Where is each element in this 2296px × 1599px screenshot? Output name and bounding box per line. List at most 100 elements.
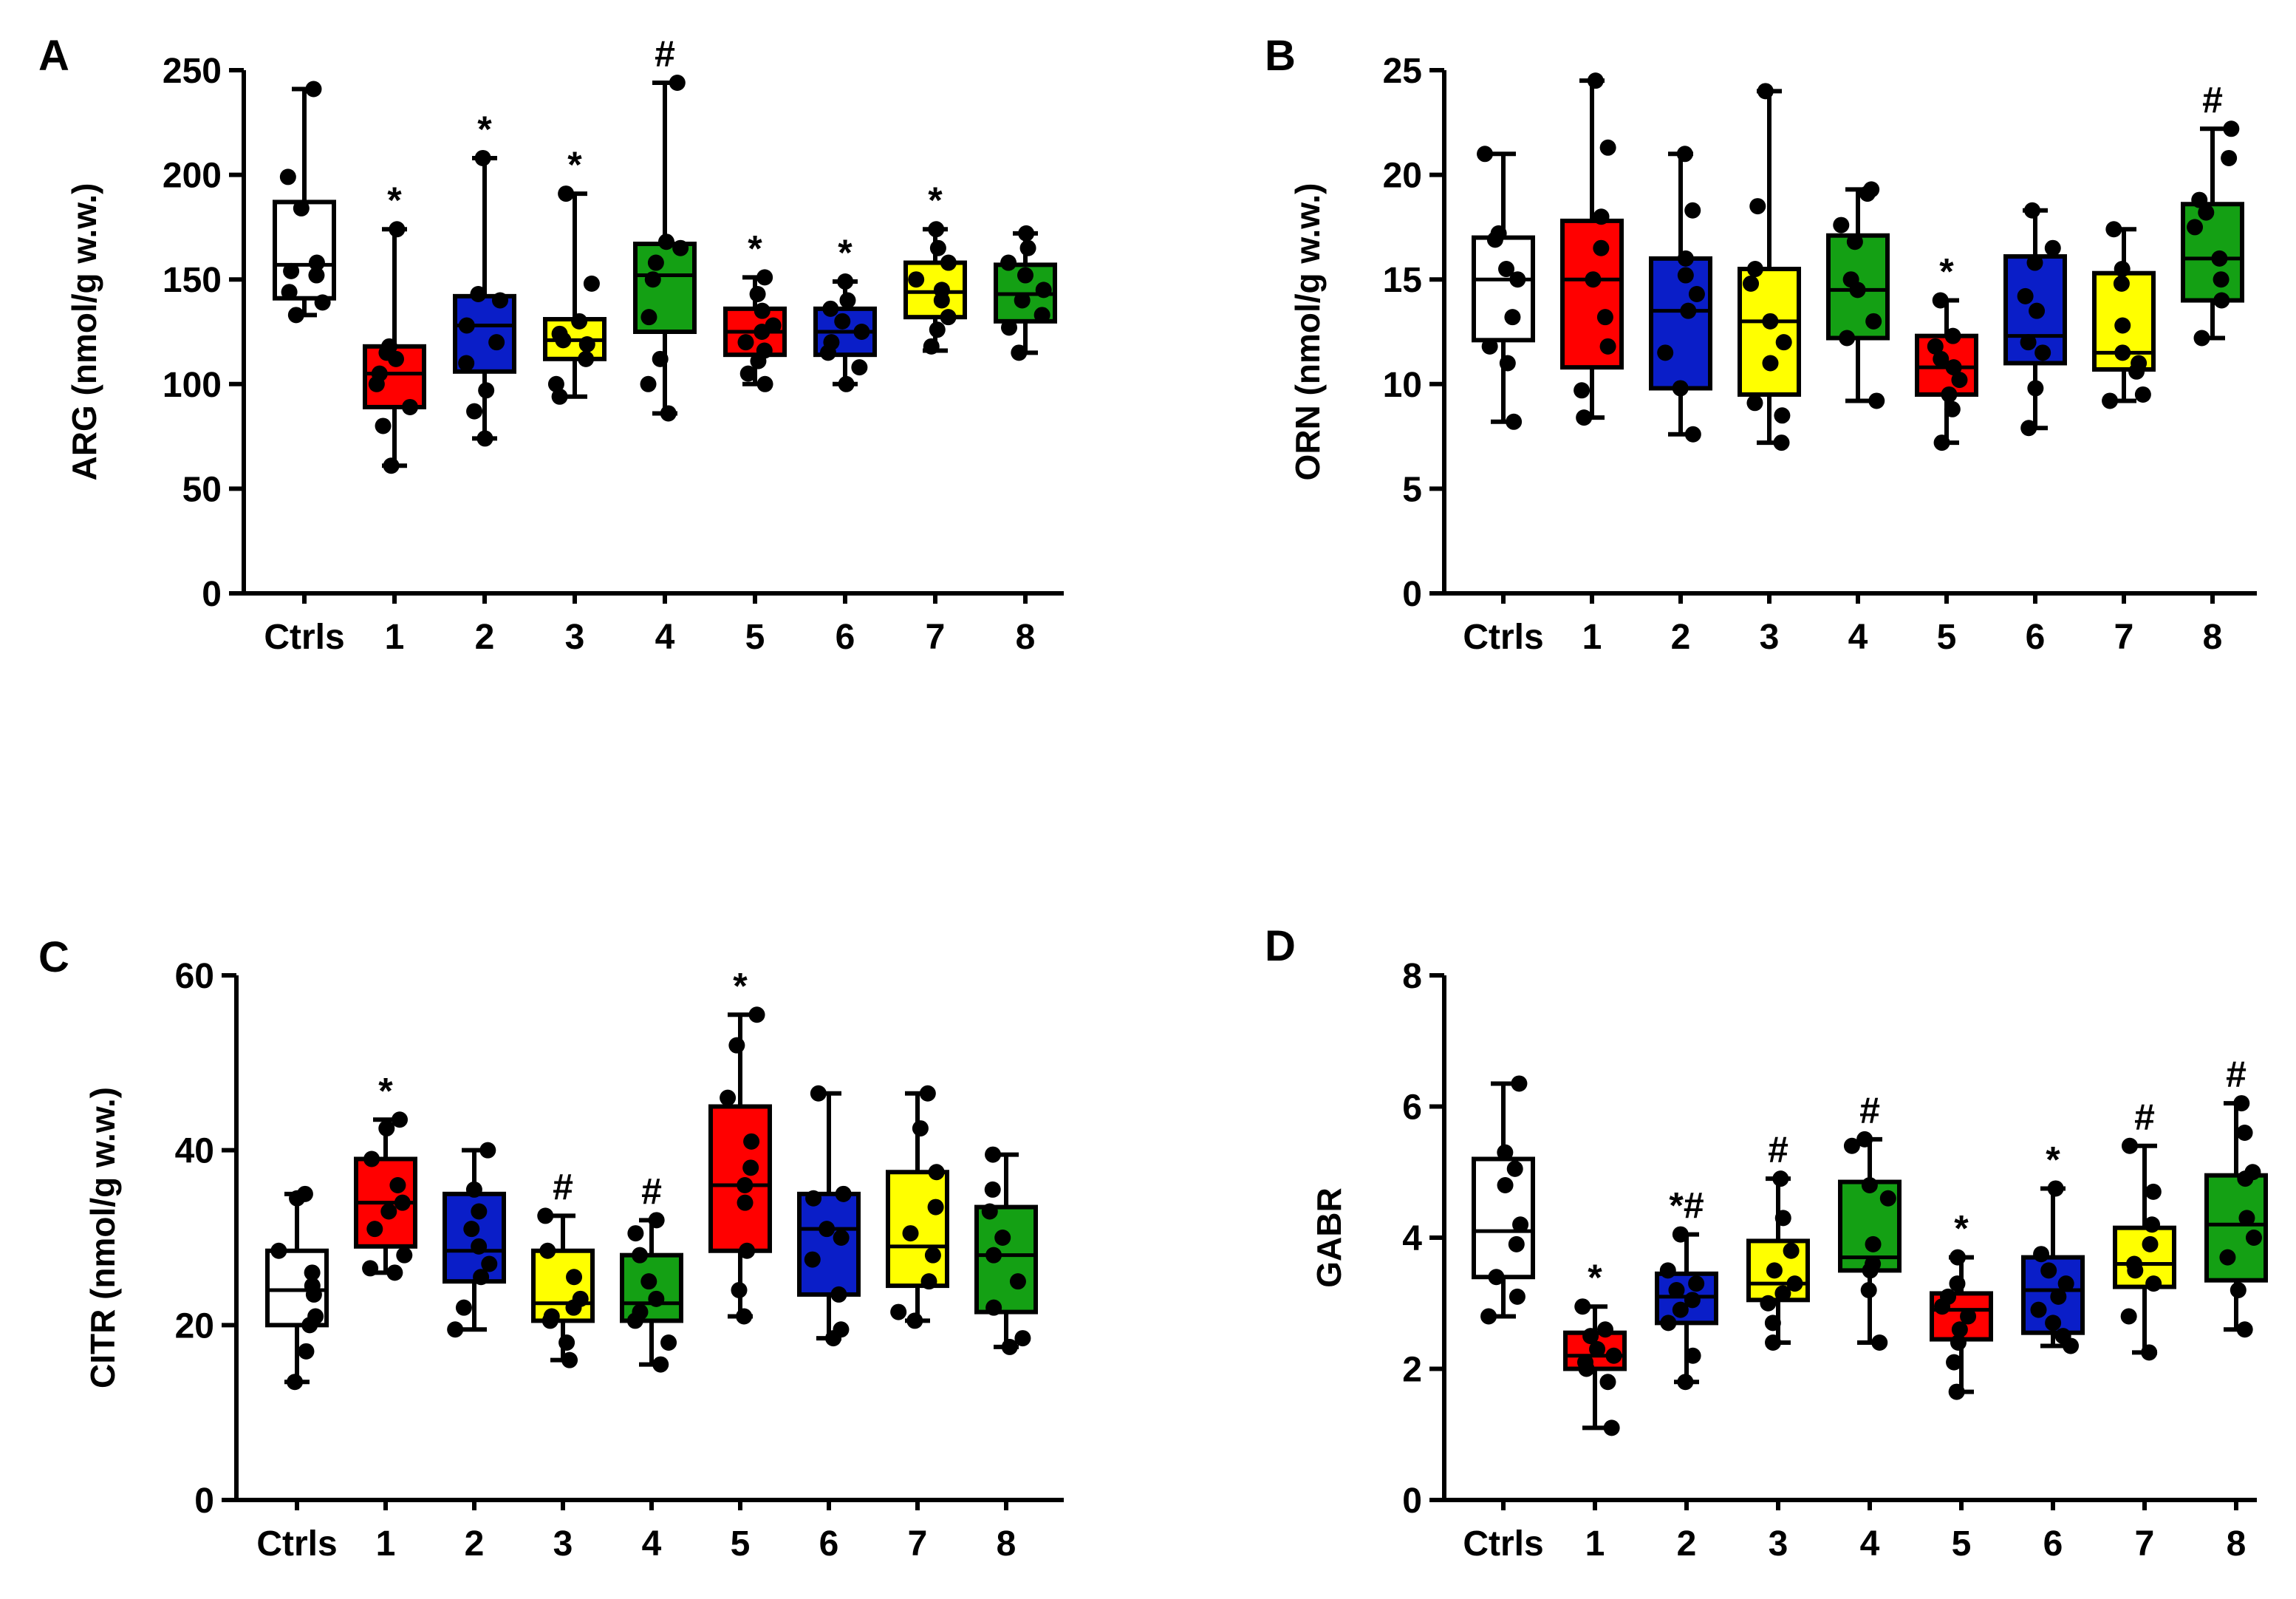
data-point [1856,1131,1873,1148]
data-point [270,1242,287,1259]
data-point [736,1308,753,1325]
data-point [1774,1285,1791,1302]
box-6 [797,1191,861,1297]
data-point [1509,1288,1525,1305]
data-point [1001,1338,1018,1355]
data-point [2120,1308,2137,1325]
box-Ctrls [1472,235,1535,343]
data-point [985,1146,1002,1163]
significance-marker: * [748,228,762,269]
y-tick-label: 40 [175,1132,214,1171]
data-point [389,221,406,238]
data-point [2219,1249,2236,1266]
data-point [2029,302,2046,319]
data-point [1657,344,1674,361]
data-point [1499,355,1516,372]
data-point [985,1299,1002,1316]
data-point [1599,338,1616,355]
data-point [2145,1183,2162,1200]
data-point [1684,1347,1701,1364]
x-tick-label: 1 [385,618,405,657]
data-point [1497,1177,1514,1193]
data-point [481,1255,498,1272]
data-point [1774,1210,1791,1227]
data-point [362,1260,379,1277]
data-point [389,1177,406,1193]
data-point [819,1221,836,1238]
y-axis-title: ORN (nmol/g w.w.) [1288,183,1327,481]
data-point [822,300,839,317]
data-point [1862,1262,1879,1279]
data-point [1574,382,1591,399]
data-point [1783,1242,1800,1259]
data-point [478,382,495,399]
data-point [1480,1308,1497,1325]
data-point [1941,386,1958,403]
data-point [1498,261,1515,278]
data-point [1946,1354,1963,1371]
y-tick-label: 200 [163,157,222,196]
significance-marker: * [2046,1139,2060,1180]
data-point [890,1303,907,1320]
data-point [660,405,677,422]
y-tick-label: 0 [194,1482,214,1521]
data-point [2034,344,2051,361]
data-point [1833,217,1850,233]
data-point [1865,1235,1882,1252]
significance-marker: # [1768,1129,1788,1170]
significance-marker: * [1588,1257,1602,1298]
data-point [1746,261,1763,278]
data-point [837,273,854,290]
data-point [906,1312,923,1329]
data-point [368,375,385,392]
data-point [314,294,331,311]
data-point [2026,254,2043,271]
data-point [283,262,300,279]
data-point [1014,292,1031,309]
x-tick-label: 2 [475,618,495,657]
panel-letter: D [1265,922,1296,970]
y-tick-label: 5 [1402,470,1422,509]
data-point [488,334,505,351]
y-tick-label: 6 [1402,1088,1422,1128]
data-point [287,307,304,324]
data-point [1746,395,1763,412]
data-point [1846,233,1863,250]
data-point [2113,275,2130,292]
data-point [1944,400,1961,417]
significance-marker: # [655,33,675,75]
data-point [994,1230,1011,1246]
data-point [1843,1137,1860,1154]
data-point [928,221,945,238]
x-tick-label: 8 [1016,618,1036,657]
data-point [1760,1295,1777,1312]
data-point [2238,1210,2255,1227]
data-point [2050,1288,2067,1305]
data-point [2121,1137,2138,1154]
data-point [491,292,508,309]
data-point [396,1247,413,1264]
data-point [1677,267,1694,284]
data-point [1933,350,1950,367]
data-point [1599,1374,1616,1391]
data-point [2236,1321,2253,1338]
data-point [471,1203,488,1220]
data-point [830,1286,847,1303]
data-point [648,1290,665,1307]
data-point [1574,1298,1591,1315]
data-point [378,1120,395,1137]
data-point [1865,313,1882,330]
y-tick-label: 250 [163,52,222,91]
data-point [2211,250,2228,267]
data-point [2033,1246,2050,1263]
data-point [834,313,851,330]
data-point [853,324,870,340]
data-point [2047,1180,2064,1197]
data-point [1593,239,1610,256]
data-point [2040,1262,2057,1279]
data-point [1578,1360,1595,1377]
y-tick-label: 10 [1383,366,1422,405]
x-tick-label: 7 [926,618,946,657]
y-tick-label: 100 [163,366,222,405]
data-point [1684,426,1701,443]
